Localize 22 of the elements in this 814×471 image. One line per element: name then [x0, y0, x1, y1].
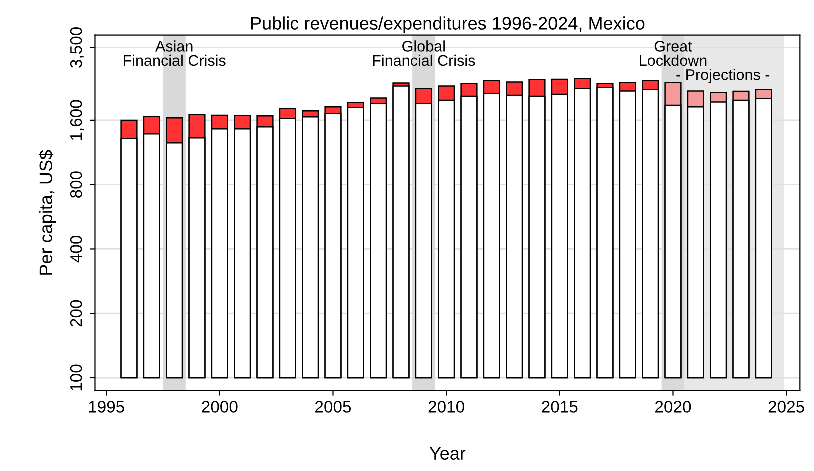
band-label: - Projections -	[676, 69, 770, 84]
y-axis-title: Per capita, US$	[38, 150, 56, 275]
y-tick-label: 800	[70, 172, 82, 198]
x-tick-label: 2025	[768, 401, 804, 413]
chart-title: Public revenues/expenditures 1996-2024, Mexico	[251, 16, 645, 34]
x-tick-label: 1995	[89, 401, 124, 413]
x-tick-label: 2005	[316, 401, 352, 413]
x-axis-title: Year	[430, 447, 466, 460]
x-tick-label: 2015	[542, 401, 578, 413]
bar	[596, 87, 614, 379]
x-tick-label: 2000	[202, 401, 238, 413]
x-tick-label: 2020	[656, 401, 692, 413]
y-tick-label: 3,500	[70, 28, 84, 68]
x-tick-label: 2010	[428, 401, 464, 413]
band-label: Great Lockdown	[640, 41, 707, 66]
band-label: Asian Financial Crisis	[124, 40, 226, 66]
y-tick-label: 1,600	[70, 100, 84, 140]
y-tick-label: 400	[70, 236, 82, 263]
band-label: Global Financial Crisis	[373, 40, 476, 66]
y-tick-label: 100	[70, 364, 82, 391]
bar	[392, 86, 410, 379]
y-tick-label: 200	[70, 300, 82, 327]
